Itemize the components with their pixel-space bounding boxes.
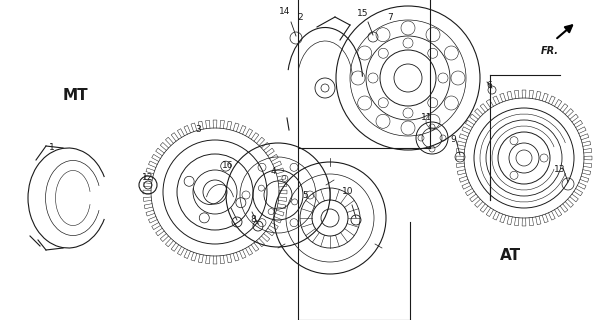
Text: 2: 2 bbox=[297, 13, 303, 22]
Text: 11: 11 bbox=[421, 114, 433, 123]
Text: 12: 12 bbox=[142, 173, 154, 182]
Text: 9: 9 bbox=[450, 135, 456, 145]
Text: 10: 10 bbox=[342, 188, 354, 196]
Text: 14: 14 bbox=[280, 7, 291, 17]
Text: 7: 7 bbox=[387, 13, 393, 22]
Text: 5: 5 bbox=[302, 190, 308, 199]
Text: 4: 4 bbox=[270, 167, 276, 177]
Text: AT: AT bbox=[499, 247, 520, 262]
Text: MT: MT bbox=[62, 87, 88, 102]
Text: 1: 1 bbox=[49, 143, 55, 153]
Text: 15: 15 bbox=[357, 10, 369, 19]
Text: 13: 13 bbox=[554, 165, 566, 174]
Text: 8: 8 bbox=[250, 215, 256, 225]
Text: 16: 16 bbox=[222, 161, 234, 170]
Text: 6: 6 bbox=[486, 81, 492, 90]
Text: 3: 3 bbox=[195, 125, 201, 134]
Text: FR.: FR. bbox=[541, 46, 559, 56]
